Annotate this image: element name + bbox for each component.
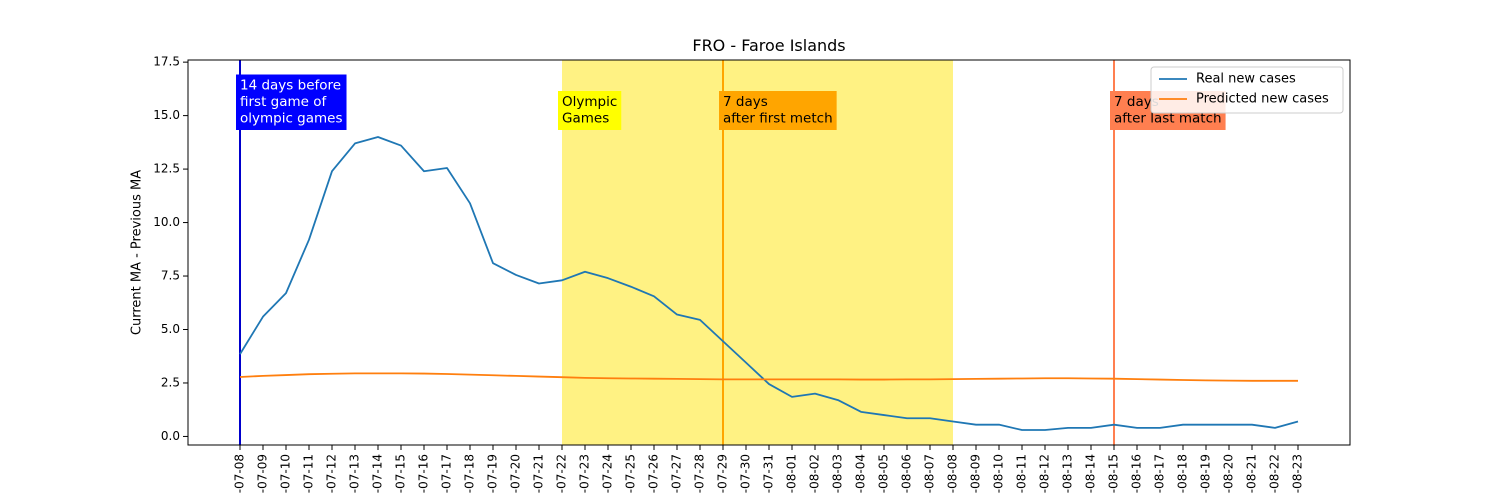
x-tick-label: -08-04 [854, 454, 868, 493]
annotation-box [719, 91, 837, 130]
x-tick-label: -07-19 [486, 454, 500, 493]
series-line-0 [239, 136, 1299, 431]
y-tick-label: 12.5 [153, 162, 180, 176]
x-tick-label: -08-09 [969, 454, 983, 493]
y-tick-label: 2.5 [161, 375, 180, 389]
legend-label-0: Real new cases [1196, 72, 1296, 87]
x-tick-label: -07-22 [555, 454, 569, 493]
x-tick-label: -07-13 [348, 454, 362, 493]
x-tick-label: -08-10 [992, 454, 1006, 493]
x-tick-label: -08-01 [785, 454, 799, 493]
x-tick-label: -08-07 [923, 454, 937, 493]
annotation-text: Games [562, 111, 609, 127]
x-tick-label: -07-29 [716, 454, 730, 493]
annotation-text: 14 days before [240, 78, 341, 94]
y-tick-label: 5.0 [161, 322, 180, 336]
x-tick-label: -07-30 [739, 454, 753, 493]
series-lines [239, 136, 1299, 431]
y-tick-label: 7.5 [161, 269, 180, 283]
x-tick-label: -07-18 [463, 454, 477, 493]
x-tick-label: -08-21 [1245, 454, 1259, 493]
x-tick-label: -08-19 [1199, 454, 1213, 493]
x-tick-label: -08-18 [1176, 454, 1190, 493]
annotation-text: Olympic [562, 94, 617, 110]
x-tick-label: -08-05 [877, 454, 891, 493]
x-tick-label: -08-15 [1107, 454, 1121, 493]
annotation-text: after last match [1114, 111, 1222, 127]
x-tick-label: -08-14 [1084, 454, 1098, 493]
x-tick-label: -07-21 [532, 454, 546, 493]
x-tick-label: -07-28 [693, 454, 707, 493]
x-tick-label: -07-15 [394, 454, 408, 493]
x-tick-label: -08-11 [1015, 454, 1029, 493]
x-tick-label: -07-26 [647, 454, 661, 493]
legend-label-1: Predicted new cases [1196, 92, 1329, 107]
x-tick-label: -08-08 [946, 454, 960, 493]
chart-title: FRO - Faroe Islands [692, 36, 845, 55]
x-tick-label: -07-12 [325, 454, 339, 493]
legend-box [1150, 66, 1344, 114]
x-tick-label: -08-12 [1038, 454, 1052, 493]
x-tick-label: -07-10 [279, 454, 293, 493]
x-axis: -07-08 -07-09 -07-10 -07-11 -07-12 -07-13 -07-… [233, 445, 1305, 493]
x-tick-label: -07-24 [601, 454, 615, 493]
x-tick-label: -08-03 [831, 454, 845, 493]
x-tick-label: -07-20 [509, 454, 523, 493]
x-tick-label: -07-14 [371, 454, 385, 493]
annotation-text: first game of [240, 94, 328, 110]
x-tick-label: -08-16 [1130, 454, 1144, 493]
y-axis: 0.0 2.5 5.0 7.5 10.0 12.5 15.0 17.5 [153, 55, 188, 443]
x-tick-label: -08-23 [1291, 454, 1305, 493]
x-tick-label: -07-23 [578, 454, 592, 493]
y-tick-label: 17.5 [153, 55, 180, 69]
annotation-text: olympic games [240, 111, 343, 127]
legend: Real new cases Predicted new cases [1150, 66, 1344, 114]
x-tick-label: -08-06 [900, 454, 914, 493]
x-tick-label: -08-02 [808, 454, 822, 493]
series-line-1 [239, 372, 1298, 382]
x-tick-label: -07-09 [256, 454, 270, 493]
x-tick-label: -08-13 [1061, 454, 1075, 493]
annotation-text: after first metch [723, 111, 833, 127]
annotation-box [558, 91, 622, 130]
x-tick-label: -07-27 [670, 454, 684, 493]
annotation-text: 7 days [1114, 94, 1159, 110]
x-tick-label: -07-17 [440, 454, 454, 493]
x-tick-label: -08-17 [1153, 454, 1167, 493]
annotation-text: 7 days [723, 94, 768, 110]
x-tick-label: -07-25 [624, 454, 638, 493]
x-tick-label: -07-31 [762, 454, 776, 493]
x-tick-label: -07-08 [233, 454, 247, 493]
y-tick-label: 15.0 [153, 108, 180, 122]
x-tick-label: -07-11 [302, 454, 316, 493]
x-tick-label: -08-22 [1268, 454, 1282, 493]
y-tick-label: 10.0 [153, 215, 180, 229]
y-tick-label: 0.0 [161, 429, 180, 443]
annotation-box [236, 74, 347, 130]
x-tick-label: -07-16 [417, 454, 431, 493]
x-tick-label: -08-20 [1222, 454, 1236, 493]
y-axis-label: Current MA - Previous MA [130, 170, 145, 335]
